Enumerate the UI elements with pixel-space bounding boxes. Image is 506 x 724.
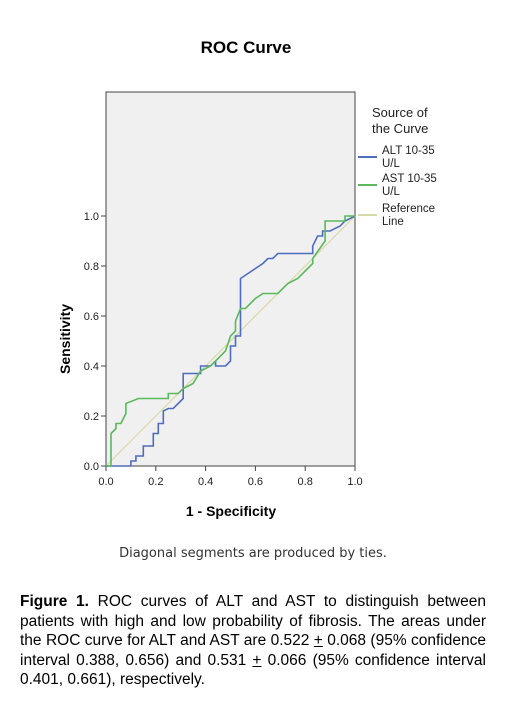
chart-footnote: Diagonal segments are produced by ties. [119,546,387,561]
series-line-ast-10-35-u-l [106,215,355,467]
x-tick-label: 0.6 [248,476,263,488]
y-tick-label: 0.2 [84,411,99,423]
x-tick-label: 0.4 [198,476,213,488]
legend-label: Reference [382,203,435,215]
caption-text-a: ROC curves of ALT and AST to distinguish… [20,593,486,649]
y-tick-label: 1.0 [84,211,99,223]
legend-title-line-1: Source of [372,105,428,120]
caption-text-c: 0.066 (95% confidence interval 0.401, 0.… [20,651,486,689]
x-tick-label: 0.8 [298,476,313,488]
caption-plus-minus-1: + [313,632,323,649]
y-tick-label: 0.0 [84,461,99,473]
y-axis-label: Sensitivity [57,304,73,374]
legend-label: ALT 10-35 [382,145,435,157]
caption-plus-minus-2: + [252,651,262,669]
y-tick-label: 0.4 [84,361,99,373]
y-tick-label: 0.8 [84,261,99,273]
legend-label: AST 10-35 [382,173,437,185]
chart-title: ROC Curve [201,38,292,57]
figure-caption: Figure 1. ROC curves of ALT and AST to d… [20,592,486,690]
legend-title-line-2: the Curve [372,121,428,136]
plot-frame [105,91,356,467]
y-tick-label: 0.6 [84,311,99,323]
x-axis-label: 1 - Specificity [186,503,276,519]
x-tick-label: 0.0 [98,476,113,488]
x-tick-label: 1.0 [347,476,362,488]
caption-text-b: 0.068 (95% confidence interval 0.388, 0.… [20,632,486,669]
legend-label-line-2: U/L [382,158,401,170]
roc-chart: ROC Curve 0.0 0.2 0.4 0.6 0.8 1.0 0.0 0.2 0.4 0.6… [57,38,437,519]
x-tick-label: 0.2 [148,476,163,488]
legend-label-line-2: U/L [382,186,401,198]
caption-label: Figure 1. [20,593,89,610]
legend-label-line-2: Line [382,216,404,228]
series-line-alt-10-35-u-l [106,215,356,467]
